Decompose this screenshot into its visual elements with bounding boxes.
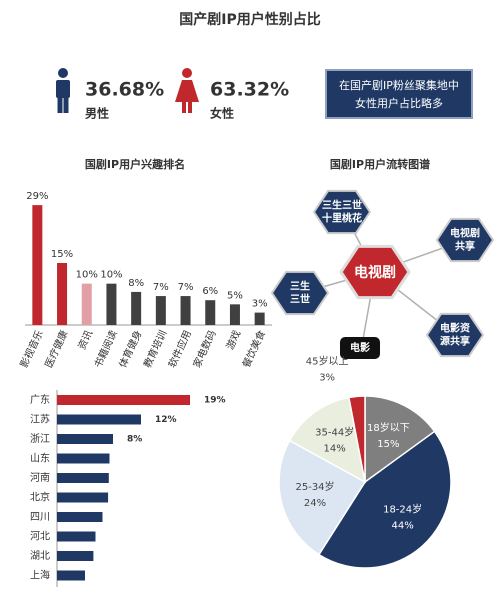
x-tick-label: 医疗健康: [42, 328, 71, 370]
bar: [57, 453, 110, 464]
value-label: 7%: [178, 282, 194, 293]
y-tick-label: 广东: [30, 393, 50, 406]
flow-node-label: 电影: [350, 341, 370, 354]
bar: [81, 283, 92, 325]
bar: [229, 304, 240, 325]
slice-value: 24%: [304, 498, 326, 509]
flow-node-label: 三世: [290, 293, 310, 306]
flow-node: [435, 217, 495, 263]
bar: [205, 300, 216, 325]
bar: [155, 296, 166, 325]
value-label: 8%: [128, 278, 144, 289]
bar: [57, 512, 103, 522]
flow-node-label: 共享: [455, 240, 475, 253]
male-value: 36.68%: [85, 79, 164, 101]
female-value: 63.32%: [210, 79, 289, 101]
male-icon: [56, 68, 70, 113]
value-label: 29%: [26, 191, 48, 202]
bar: [106, 283, 117, 325]
value-label: 5%: [227, 290, 243, 301]
female-icon: [175, 68, 199, 113]
flow-node: [312, 189, 372, 235]
bar: [57, 395, 190, 405]
chart-title: 国剧IP用户兴趣排名: [85, 157, 185, 171]
x-tick-label: 家电数码: [190, 328, 219, 370]
y-tick-label: 河北: [30, 531, 50, 543]
y-tick-label: 山东: [30, 452, 50, 465]
flow-node-label: 三生: [290, 280, 310, 293]
value-label: 12%: [155, 415, 177, 425]
bar: [57, 551, 94, 561]
bar: [57, 473, 109, 483]
slice-value: 15%: [377, 439, 399, 450]
slice-value: 3%: [319, 373, 335, 384]
value-label: 10%: [100, 270, 122, 281]
pie-slice: [317, 430, 452, 569]
flow-node-label: 电视剧: [450, 227, 480, 240]
flow-node-label: 源共享: [440, 335, 470, 348]
center-node: [339, 244, 411, 300]
slice-label: 45岁以上: [306, 355, 349, 368]
x-tick-label: 餐饮美食: [239, 328, 268, 370]
value-label: 7%: [153, 282, 169, 293]
flow-node: [270, 270, 330, 316]
bar: [254, 312, 265, 325]
slice-label: 35-44岁: [315, 425, 354, 438]
pie-slice: [278, 439, 367, 556]
pie-slice: [288, 396, 367, 484]
y-tick-label: 四川: [30, 512, 50, 523]
x-tick-label: 资讯: [76, 328, 95, 351]
x-tick-label: 教育培训: [141, 328, 170, 370]
pie-slice: [348, 395, 366, 483]
slice-label: 18岁以下: [367, 421, 410, 434]
value-label: 8%: [127, 435, 142, 445]
bar: [57, 570, 85, 581]
x-tick-label: 软件应用: [165, 328, 194, 370]
bar: [57, 531, 96, 542]
y-tick-label: 江苏: [30, 413, 50, 426]
page-title: 国产剧IP用户性别占比: [179, 11, 320, 28]
bar: [131, 291, 142, 325]
center-label: 电视剧: [354, 264, 396, 281]
flow-node-label: 电影资: [440, 322, 470, 335]
flow-node-label: 十里桃花: [322, 212, 362, 225]
flow-node: [425, 312, 485, 358]
bar: [57, 263, 68, 325]
pie-slice: [364, 395, 436, 484]
slice-value: 14%: [324, 443, 346, 454]
note-box: [325, 69, 473, 119]
y-tick-label: 浙江: [30, 433, 50, 445]
bar: [57, 492, 109, 503]
value-label: 3%: [252, 299, 268, 310]
bar: [32, 205, 43, 325]
y-tick-label: 上海: [30, 569, 50, 582]
x-tick-label: 影视音乐: [17, 328, 46, 370]
x-tick-label: 游戏: [223, 328, 243, 352]
slice-label: 18-24岁: [383, 502, 422, 515]
x-tick-label: 书籍阅读: [91, 328, 120, 370]
slice-value: 44%: [391, 520, 413, 531]
note-text: 女性用户占比略多: [355, 96, 443, 110]
diagram-title: 国剧IP用户流转图谱: [330, 157, 430, 171]
slice-label: 25-34岁: [295, 480, 334, 493]
value-label: 10%: [76, 270, 98, 281]
x-tick-label: 体育健身: [116, 328, 145, 370]
flow-node: [340, 337, 380, 359]
male-label: 男性: [85, 106, 109, 121]
value-label: 15%: [51, 249, 73, 260]
y-tick-label: 河南: [30, 471, 50, 484]
flow-node-label: 三生三世: [322, 199, 362, 212]
value-label: 19%: [204, 396, 226, 406]
y-tick-label: 湖北: [30, 550, 50, 562]
value-label: 6%: [202, 286, 218, 297]
female-label: 女性: [210, 106, 234, 121]
bar: [57, 434, 113, 444]
bar: [180, 296, 191, 325]
bar: [57, 414, 141, 425]
note-text: 在国产剧IP粉丝聚集地中: [339, 78, 459, 92]
y-tick-label: 北京: [30, 491, 50, 504]
